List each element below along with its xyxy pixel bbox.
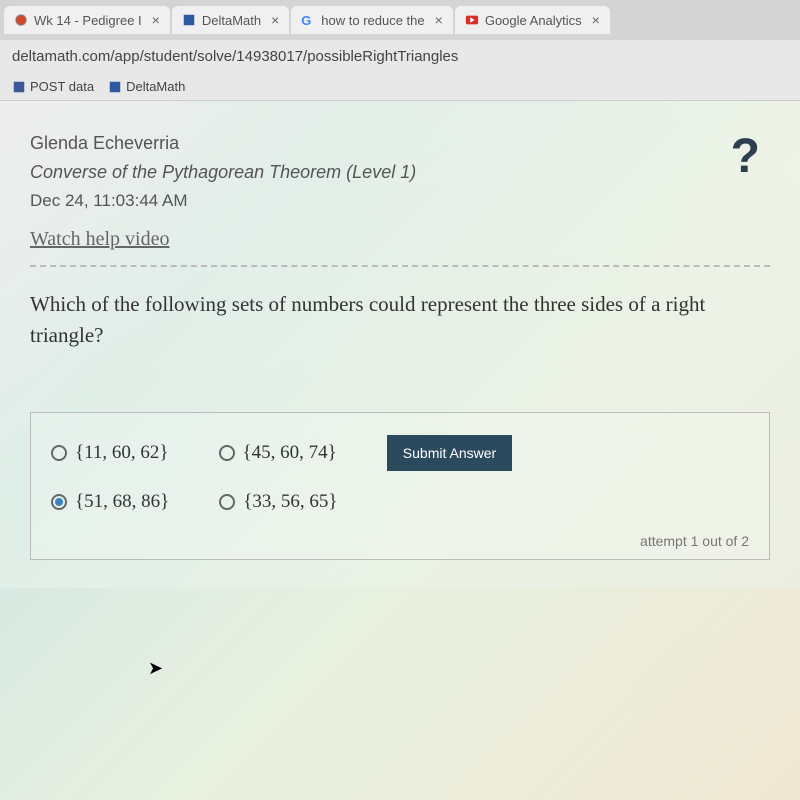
answer-box: {11, 60, 62} {45, 60, 74} Submit Answer … (30, 412, 770, 560)
browser-tab-bar: Wk 14 - Pedigree I × DeltaMath × G how t… (0, 0, 800, 40)
question-text: Which of the following sets of numbers c… (30, 289, 770, 352)
option-label: {33, 56, 65} (243, 491, 337, 513)
divider (30, 265, 770, 267)
google-icon: G (301, 13, 315, 27)
timestamp: Dec 24, 11:03:44 AM (30, 187, 416, 214)
option-a[interactable]: {11, 60, 62} (51, 442, 169, 464)
tab-deltamath[interactable]: DeltaMath × (172, 6, 289, 34)
attempt-counter: attempt 1 out of 2 (51, 533, 749, 549)
tab-label: Google Analytics (485, 13, 582, 28)
tab-pedigree[interactable]: Wk 14 - Pedigree I × (4, 6, 170, 34)
answer-row-1: {11, 60, 62} {45, 60, 74} Submit Answer (51, 435, 749, 471)
option-label: {11, 60, 62} (75, 442, 169, 464)
bookmark-label: POST data (30, 79, 94, 94)
tab-label: Wk 14 - Pedigree I (34, 13, 142, 28)
bookmark-post-data[interactable]: POST data (12, 79, 94, 94)
radio-icon[interactable] (219, 445, 235, 461)
tab-label: how to reduce the (321, 13, 424, 28)
option-c[interactable]: {51, 68, 86} (51, 491, 169, 513)
radio-icon[interactable] (51, 494, 67, 510)
close-icon[interactable]: × (152, 12, 160, 28)
main-content: Glenda Echeverria Converse of the Pythag… (0, 101, 800, 588)
bookmark-label: DeltaMath (126, 79, 185, 94)
student-info: Glenda Echeverria Converse of the Pythag… (30, 129, 416, 214)
close-icon[interactable]: × (435, 12, 443, 28)
url-bar[interactable]: deltamath.com/app/student/solve/14938017… (0, 40, 800, 73)
tab-icon (182, 13, 196, 27)
bookmark-icon (108, 80, 122, 94)
lesson-title: Converse of the Pythagorean Theorem (Lev… (30, 158, 416, 187)
header-row: Glenda Echeverria Converse of the Pythag… (30, 129, 770, 214)
help-icon[interactable]: ? (731, 129, 760, 184)
tab-icon (14, 13, 28, 27)
youtube-icon (465, 13, 479, 27)
radio-icon[interactable] (51, 445, 67, 461)
student-name: Glenda Echeverria (30, 129, 416, 158)
tab-analytics[interactable]: Google Analytics × (455, 6, 610, 34)
bookmark-deltamath[interactable]: DeltaMath (108, 79, 185, 94)
mouse-cursor: ➤ (148, 658, 163, 679)
tab-google-search[interactable]: G how to reduce the × (291, 6, 453, 34)
option-label: {51, 68, 86} (75, 491, 169, 513)
radio-icon[interactable] (219, 494, 235, 510)
submit-answer-button[interactable]: Submit Answer (387, 435, 512, 471)
tab-label: DeltaMath (202, 13, 261, 28)
close-icon[interactable]: × (592, 12, 600, 28)
answer-row-2: {51, 68, 86} {33, 56, 65} (51, 491, 749, 513)
option-d[interactable]: {33, 56, 65} (219, 491, 337, 513)
watch-help-video-link[interactable]: Watch help video (30, 228, 770, 251)
url-text: deltamath.com/app/student/solve/14938017… (12, 48, 458, 65)
option-label: {45, 60, 74} (243, 442, 337, 464)
bookmark-icon (12, 80, 26, 94)
option-b[interactable]: {45, 60, 74} (219, 442, 337, 464)
bookmark-bar: POST data DeltaMath (0, 73, 800, 101)
close-icon[interactable]: × (271, 12, 279, 28)
